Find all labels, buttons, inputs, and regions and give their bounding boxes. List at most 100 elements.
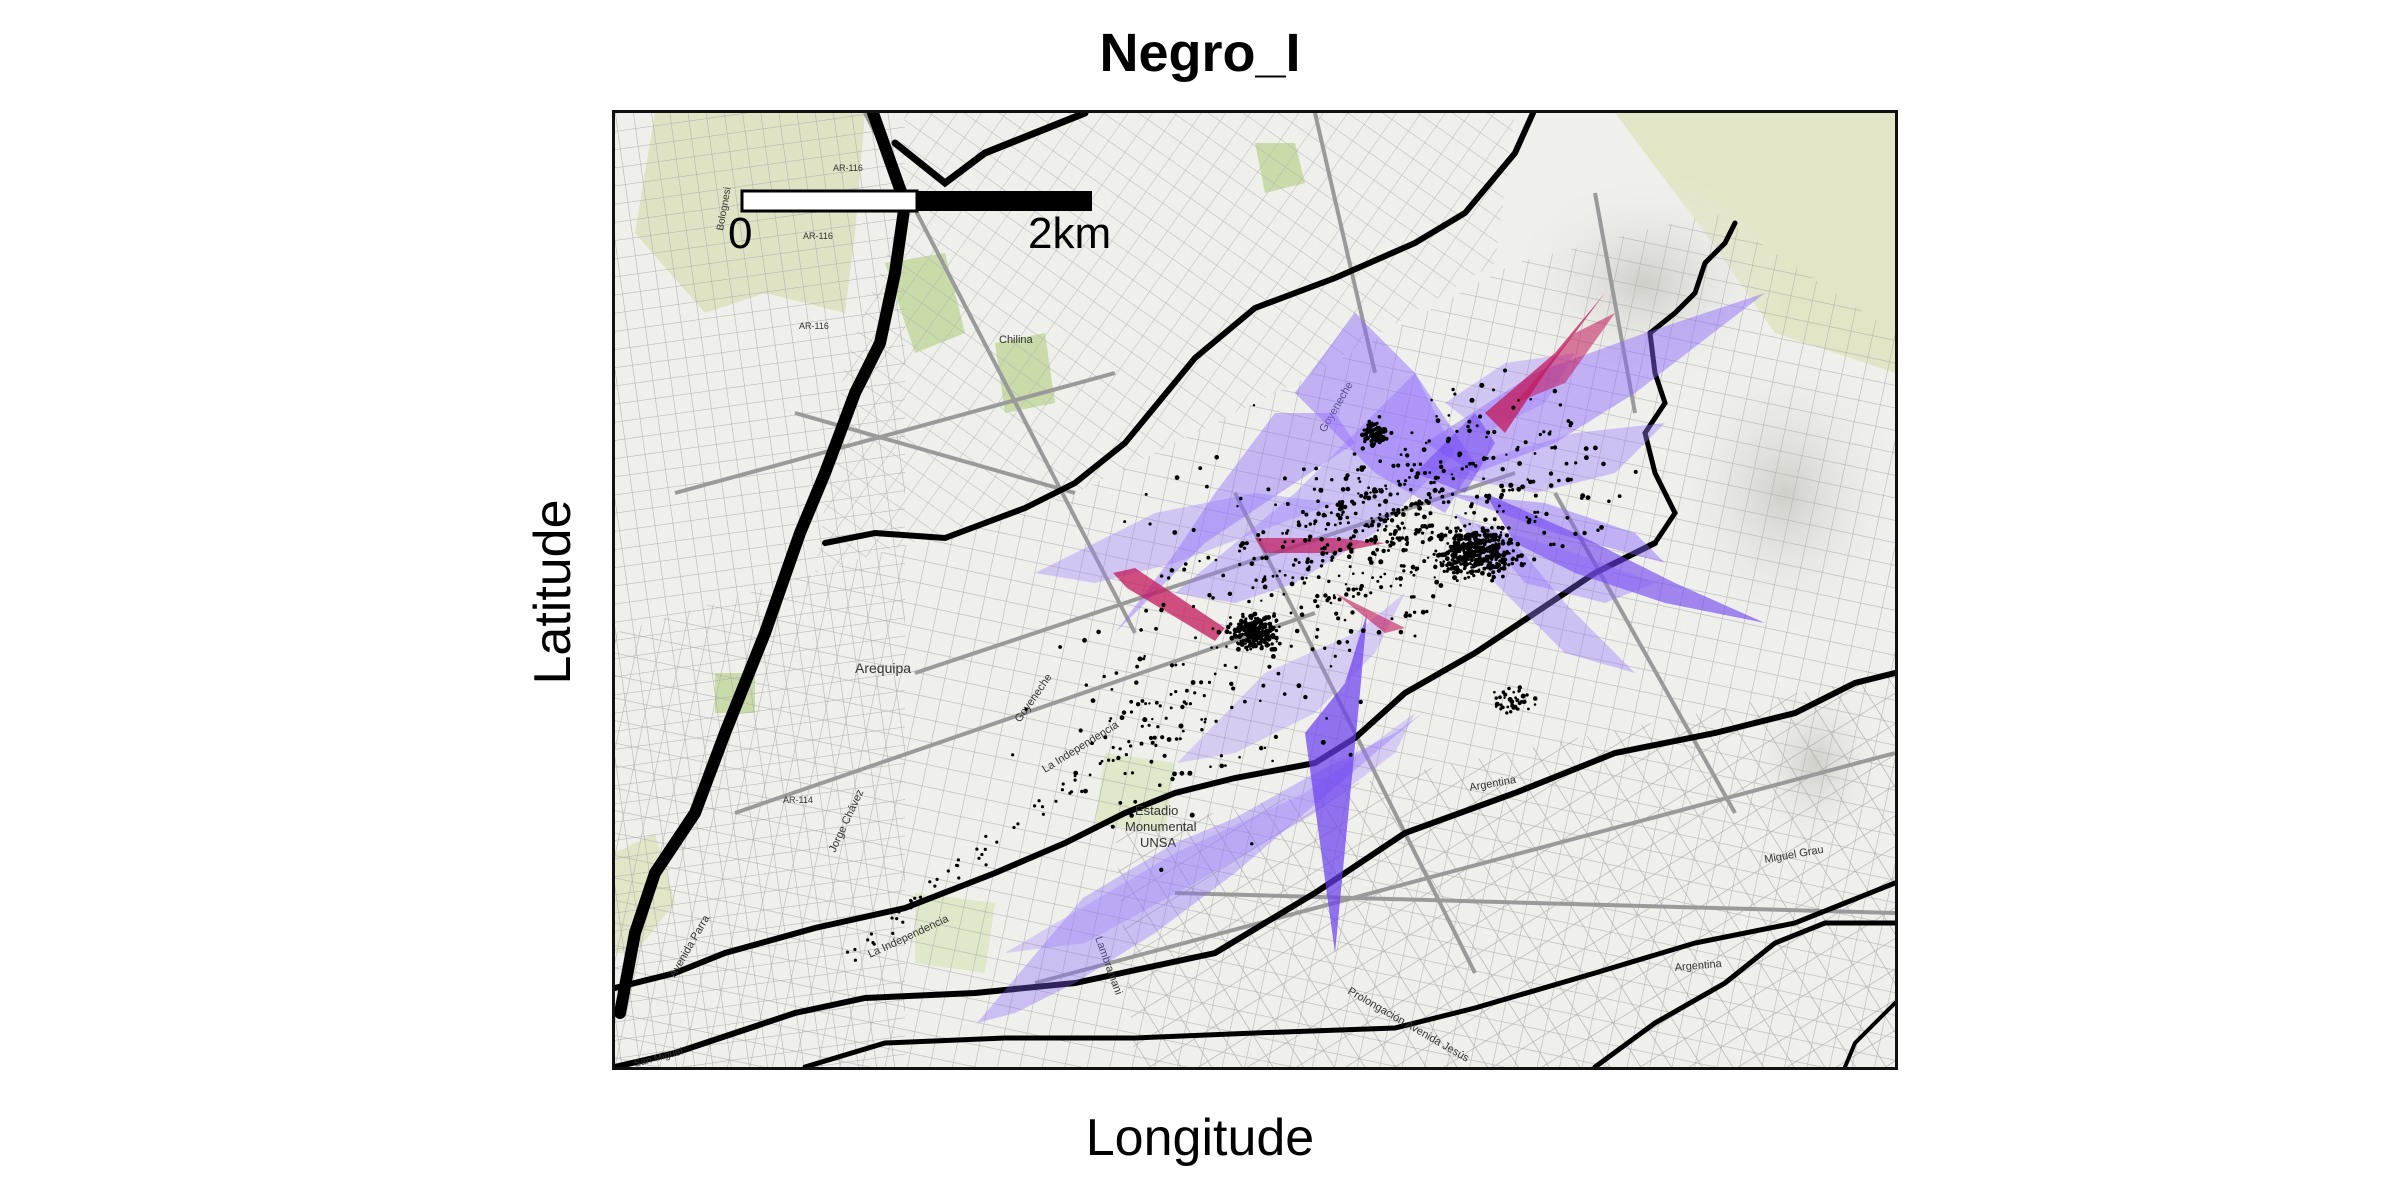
gps-point — [1508, 488, 1511, 492]
gps-point — [1252, 404, 1256, 407]
gps-point — [1475, 547, 1481, 553]
gps-point — [1102, 674, 1106, 679]
gps-point — [1490, 578, 1495, 583]
gps-point — [1307, 565, 1311, 569]
gps-point — [1367, 525, 1370, 529]
gps-point — [1472, 510, 1476, 515]
gps-point — [1499, 533, 1503, 537]
gps-point — [1135, 664, 1139, 669]
gps-point — [1096, 629, 1101, 635]
range-polygon-magenta-west — [1113, 568, 1225, 641]
gps-point — [918, 895, 923, 899]
gps-point — [1236, 646, 1241, 652]
gps-point — [1180, 704, 1185, 710]
gps-point — [1379, 585, 1384, 590]
gps-point — [1372, 494, 1377, 499]
gps-point — [1505, 711, 1509, 715]
gps-point — [1428, 471, 1432, 474]
gps-point — [1464, 561, 1469, 567]
gps-point — [1377, 415, 1382, 419]
gps-point — [1379, 575, 1383, 579]
gps-point — [1458, 533, 1464, 539]
gps-point — [1486, 550, 1490, 553]
gps-point — [1548, 471, 1554, 476]
gps-point — [1263, 555, 1269, 561]
map-canvas[interactable]: Arequipa Estadio Monumental UNSA AR-116 … — [615, 113, 1895, 1067]
gps-point — [1415, 471, 1421, 476]
gps-point — [1402, 569, 1406, 573]
gps-point — [1414, 568, 1418, 572]
gps-point — [1261, 530, 1266, 535]
gps-point — [1316, 511, 1321, 516]
gps-point — [1371, 423, 1376, 427]
gps-point — [1601, 461, 1606, 467]
gps-point — [1557, 478, 1561, 483]
gps-point — [935, 877, 939, 882]
gps-point — [1441, 500, 1446, 505]
gps-point — [1464, 566, 1467, 570]
gps-point — [1493, 552, 1497, 557]
gps-point — [1466, 546, 1469, 549]
gps-point — [1517, 461, 1522, 466]
gps-point — [1451, 565, 1456, 570]
gps-point — [1378, 517, 1383, 522]
gps-point — [1432, 552, 1436, 556]
scale-bar-end-label: 2km — [1028, 209, 1111, 258]
gps-point — [1194, 636, 1197, 640]
gps-point — [1259, 746, 1264, 751]
gps-point — [1460, 557, 1464, 562]
gps-point — [1148, 702, 1151, 705]
gps-point — [1310, 647, 1315, 652]
gps-point — [1526, 478, 1529, 481]
gps-point — [1304, 512, 1309, 517]
gps-point — [1469, 550, 1475, 555]
gps-point — [984, 834, 988, 839]
gps-point — [1515, 707, 1519, 711]
gps-point — [1484, 559, 1488, 563]
gps-point — [1271, 654, 1276, 659]
gps-point — [1482, 538, 1485, 542]
gps-point — [1316, 499, 1320, 504]
gps-point — [1307, 538, 1311, 542]
gps-point — [1496, 525, 1501, 530]
gps-point — [1451, 570, 1456, 575]
gps-point — [1285, 502, 1290, 506]
gps-point — [1345, 515, 1350, 520]
gps-point — [1152, 735, 1157, 740]
gps-point — [1251, 586, 1255, 590]
gps-point — [1454, 526, 1458, 530]
gps-point — [1446, 500, 1451, 504]
gps-point — [1346, 587, 1351, 592]
gps-point — [1305, 559, 1310, 565]
gps-point — [1238, 562, 1242, 567]
gps-point — [1375, 547, 1380, 552]
gps-point — [1037, 799, 1041, 803]
gps-point — [1351, 587, 1356, 592]
map-panel[interactable]: Arequipa Estadio Monumental UNSA AR-116 … — [612, 110, 1898, 1070]
gps-point — [1170, 776, 1175, 782]
gps-point — [1274, 618, 1279, 623]
gps-point — [1473, 464, 1478, 468]
gps-point — [1265, 635, 1271, 640]
gps-point — [1111, 759, 1115, 762]
gps-point — [1596, 528, 1600, 532]
gps-point — [1363, 436, 1368, 442]
gps-point — [1412, 463, 1416, 467]
gps-point — [1446, 561, 1452, 567]
gps-point — [1381, 548, 1386, 554]
gps-point — [1468, 540, 1473, 546]
gps-point — [1490, 537, 1496, 542]
gps-point — [1461, 538, 1464, 541]
gps-point — [1523, 562, 1526, 565]
gps-point — [1435, 415, 1438, 418]
gps-point — [1305, 576, 1308, 580]
gps-point — [1344, 592, 1349, 597]
gps-point — [1266, 631, 1270, 636]
gps-point — [1468, 553, 1473, 558]
gps-point — [1376, 630, 1382, 635]
gps-point — [1427, 523, 1432, 528]
gps-point — [1211, 627, 1215, 631]
gps-point — [1334, 611, 1339, 616]
gps-point — [1263, 625, 1267, 629]
gps-point — [1633, 469, 1638, 474]
